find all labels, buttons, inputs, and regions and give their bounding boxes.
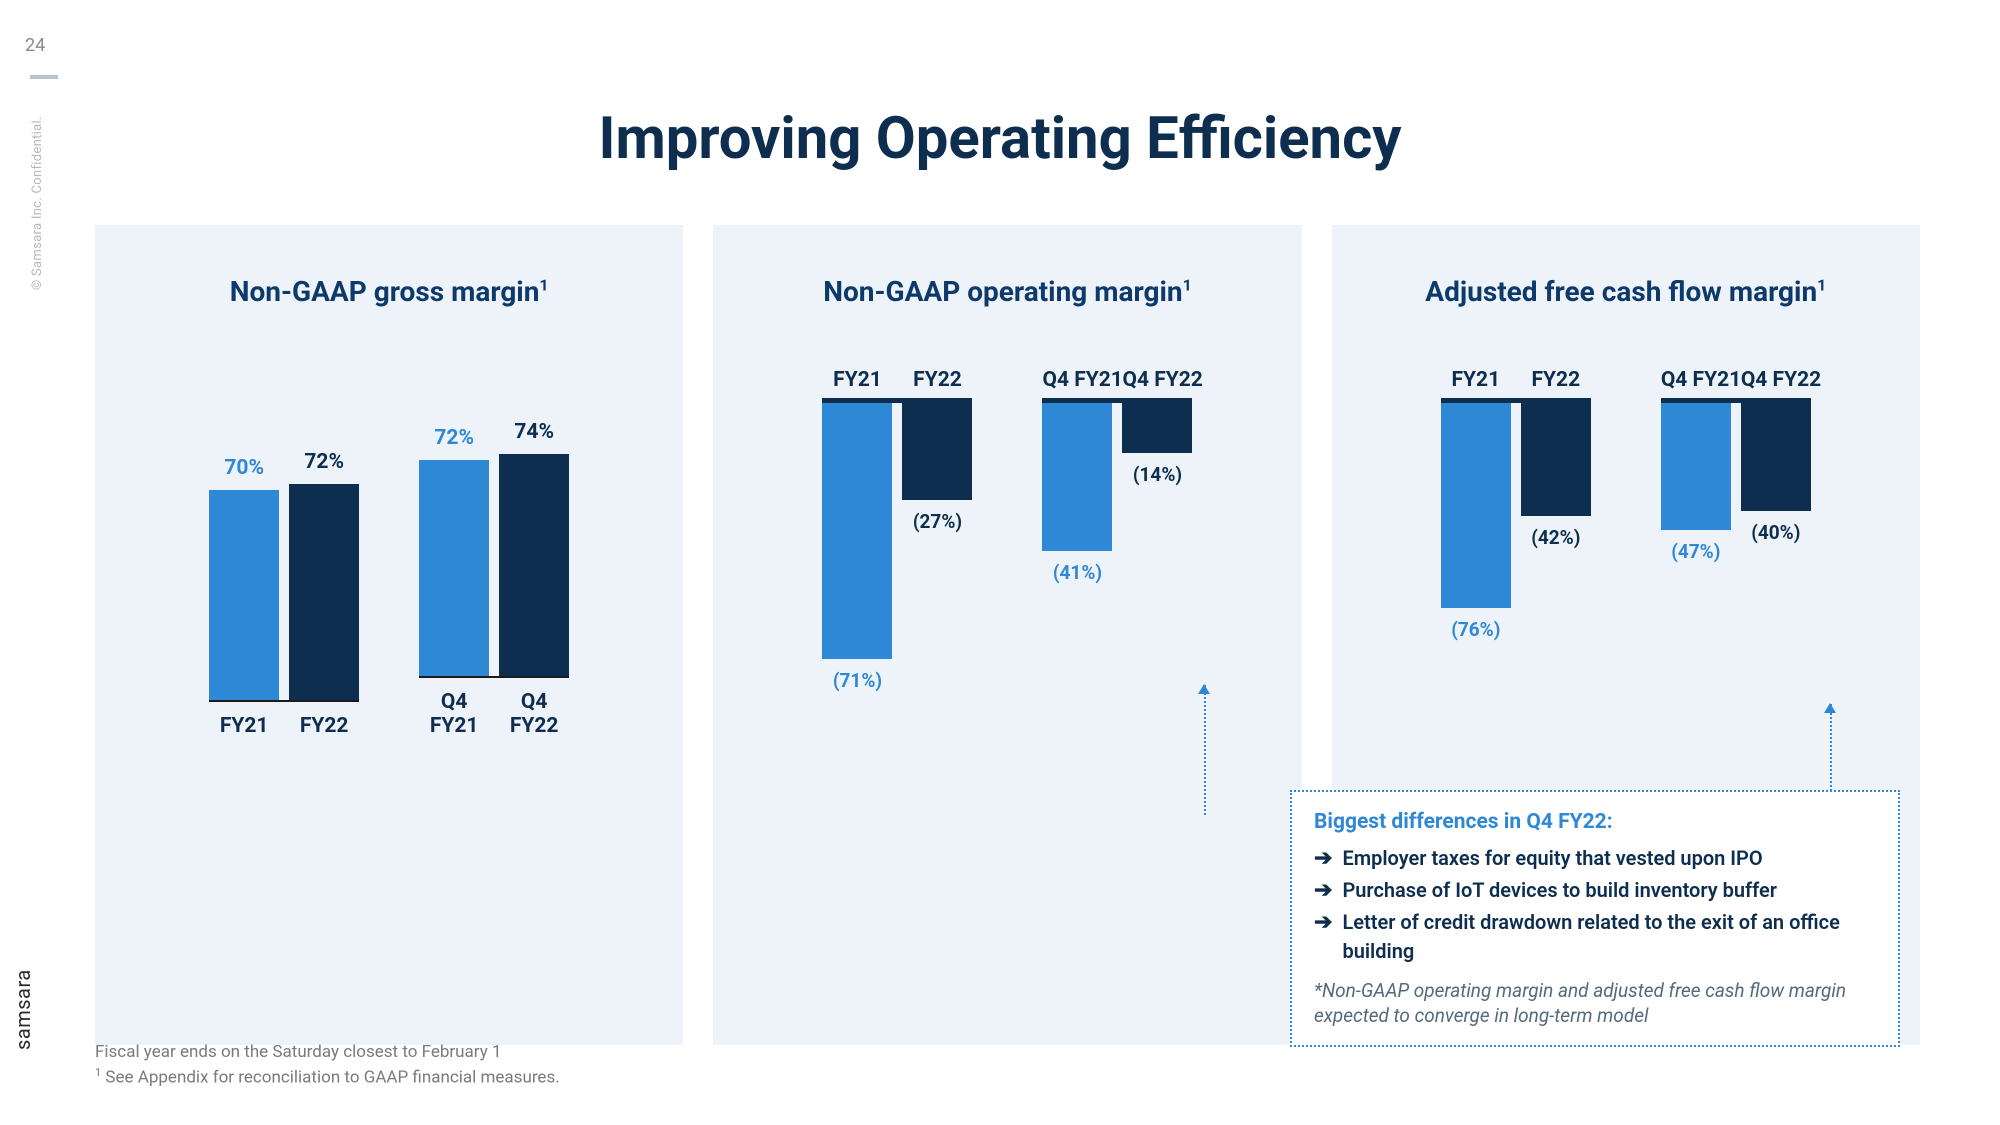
footnote-text: See Appendix for reconciliation to GAAP … [101, 1067, 560, 1087]
category-label: Q4 FY22 [1122, 368, 1192, 392]
category-label: Q4 FY22 [1741, 368, 1811, 392]
panel-title-text: Non-GAAP gross margin [230, 275, 540, 308]
bar-item: (40%) [1741, 403, 1811, 563]
bar-value-label: 72% [434, 426, 474, 450]
bar-item: 70% [209, 456, 279, 700]
footnotes: Fiscal year ends on the Saturday closest… [95, 1041, 560, 1090]
panel-title: Non-GAAP operating margin1 [741, 275, 1273, 308]
bar-value-label: (47%) [1671, 540, 1720, 563]
arrow-up-icon [1824, 703, 1836, 713]
bar-value-label: 72% [304, 450, 344, 474]
arrow-up-icon [1198, 684, 1210, 694]
bar [209, 490, 279, 700]
bar [499, 454, 569, 676]
category-label: Q4 FY21 [1042, 368, 1112, 392]
bar [1521, 403, 1591, 516]
callout-title: Biggest differences in Q4 FY22: [1314, 810, 1876, 834]
bar-value-label: 70% [224, 456, 264, 480]
bar-group: 72% 74% Q4 FY21Q4 FY22 [419, 420, 569, 738]
sidebar-accent-line [30, 75, 58, 79]
bar [1042, 403, 1112, 551]
bar-item: (47%) [1661, 403, 1731, 563]
bar [1441, 403, 1511, 608]
callout-item-text: Employer taxes for equity that vested up… [1342, 844, 1762, 873]
bar [289, 484, 359, 700]
callout-item-text: Letter of credit drawdown related to the… [1342, 908, 1876, 966]
panel-title-text: Non-GAAP operating margin [823, 275, 1182, 308]
arrow-right-icon: ➔ [1314, 908, 1332, 938]
category-label: Q4 FY21 [419, 690, 489, 738]
panel-title: Non-GAAP gross margin1 [123, 275, 655, 308]
bar [1122, 403, 1192, 453]
bar-item: (76%) [1441, 403, 1511, 641]
bar [1661, 403, 1731, 530]
panel-title: Adjusted free cash flow margin1 [1360, 275, 1892, 308]
bar-chart: 70% 72% FY21 FY22 72% 74% Q4 FY21Q4 FY22 [123, 368, 655, 738]
footnote-line: 1 See Appendix for reconciliation to GAA… [95, 1065, 560, 1090]
callout-box: Biggest differences in Q4 FY22: ➔ Employe… [1290, 790, 1900, 1047]
footnote-line: Fiscal year ends on the Saturday closest… [95, 1041, 560, 1065]
page-number: 24 [25, 35, 45, 56]
panel-title-sup: 1 [1817, 276, 1826, 295]
category-label: FY22 [902, 368, 972, 392]
panel-gross-margin: Non-GAAP gross margin1 70% 72% FY21 FY22 72%… [95, 225, 683, 1045]
bar [1741, 403, 1811, 511]
category-label: FY21 [209, 714, 279, 738]
confidential-text: © Samsara Inc. Confidential. [30, 116, 45, 290]
bar-chart: FY21 FY22 (71%) (27%) Q4 FY21 Q4 FY22 (41%) (14… [741, 368, 1273, 692]
bar-item: (14%) [1122, 403, 1192, 584]
category-label: Q4 FY21 [1661, 368, 1731, 392]
callout-item: ➔ Letter of credit drawdown related to th… [1314, 908, 1876, 966]
bar [419, 460, 489, 676]
bar-item: 74% [499, 420, 569, 676]
bar-item: (41%) [1042, 403, 1112, 584]
bar-value-label: (14%) [1133, 463, 1182, 486]
bar [902, 403, 972, 500]
category-label: FY22 [289, 714, 359, 738]
arrow-right-icon: ➔ [1314, 876, 1332, 906]
bar-item: 72% [289, 450, 359, 700]
bar-value-label: (76%) [1451, 618, 1500, 641]
category-label: FY22 [1521, 368, 1591, 392]
panel-title-sup: 1 [539, 276, 548, 295]
bar-group: FY21 FY22 (76%) (42%) [1441, 368, 1591, 641]
bar-value-label: (27%) [913, 510, 962, 533]
callout-item-text: Purchase of IoT devices to build invento… [1342, 876, 1777, 905]
bar-item: (71%) [822, 403, 892, 692]
bar-value-label: (71%) [833, 669, 882, 692]
bar-group: Q4 FY21 Q4 FY22 (47%) (40%) [1661, 368, 1811, 641]
callout-connector-left [1204, 685, 1206, 815]
callout-item: ➔ Purchase of IoT devices to build invent… [1314, 876, 1876, 906]
panel-title-text: Adjusted free cash flow margin [1425, 275, 1817, 308]
bar-group: FY21 FY22 (71%) (27%) [822, 368, 972, 692]
callout-items: ➔ Employer taxes for equity that vested u… [1314, 844, 1876, 965]
callout-item: ➔ Employer taxes for equity that vested u… [1314, 844, 1876, 874]
category-label: Q4 FY22 [499, 690, 569, 738]
bar-value-label: 74% [514, 420, 554, 444]
page-title: Improving Operating Efficiency [599, 105, 1402, 173]
category-label: FY21 [1441, 368, 1511, 392]
bar [822, 403, 892, 659]
callout-note: *Non-GAAP operating margin and adjusted … [1314, 978, 1876, 1029]
bar-item: (42%) [1521, 403, 1591, 641]
brand-logo-text: samsara [11, 969, 35, 1050]
panel-title-sup: 1 [1183, 276, 1192, 295]
bar-group: Q4 FY21 Q4 FY22 (41%) (14%) [1042, 368, 1192, 692]
arrow-right-icon: ➔ [1314, 844, 1332, 874]
bar-value-label: (40%) [1751, 521, 1800, 544]
panel-operating-margin: Non-GAAP operating margin1 FY21 FY22 (71%)… [713, 225, 1301, 1045]
bar-value-label: (42%) [1531, 526, 1580, 549]
bar-group: 70% 72% FY21 FY22 [209, 450, 359, 738]
bar-value-label: (41%) [1053, 561, 1102, 584]
category-label: FY21 [822, 368, 892, 392]
bar-item: (27%) [902, 403, 972, 692]
bar-chart: FY21 FY22 (76%) (42%) Q4 FY21 Q4 FY22 (47%) (40… [1360, 368, 1892, 641]
bar-item: 72% [419, 426, 489, 676]
